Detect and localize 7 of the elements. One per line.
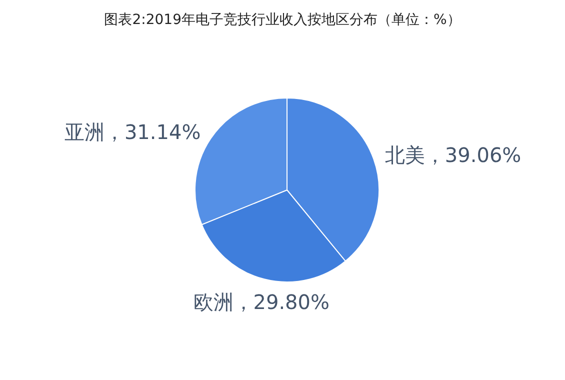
category: 亚洲 <box>64 120 104 144</box>
category: 欧洲 <box>193 290 234 314</box>
value: ，29.80% <box>233 290 330 314</box>
value: ，39.06% <box>424 142 522 167</box>
chart-title: 图表2:2019年电子竞技行业收入按地区分布（单位：%） <box>104 12 461 28</box>
category: 北美 <box>384 142 425 167</box>
value: ，31.14% <box>104 120 201 144</box>
